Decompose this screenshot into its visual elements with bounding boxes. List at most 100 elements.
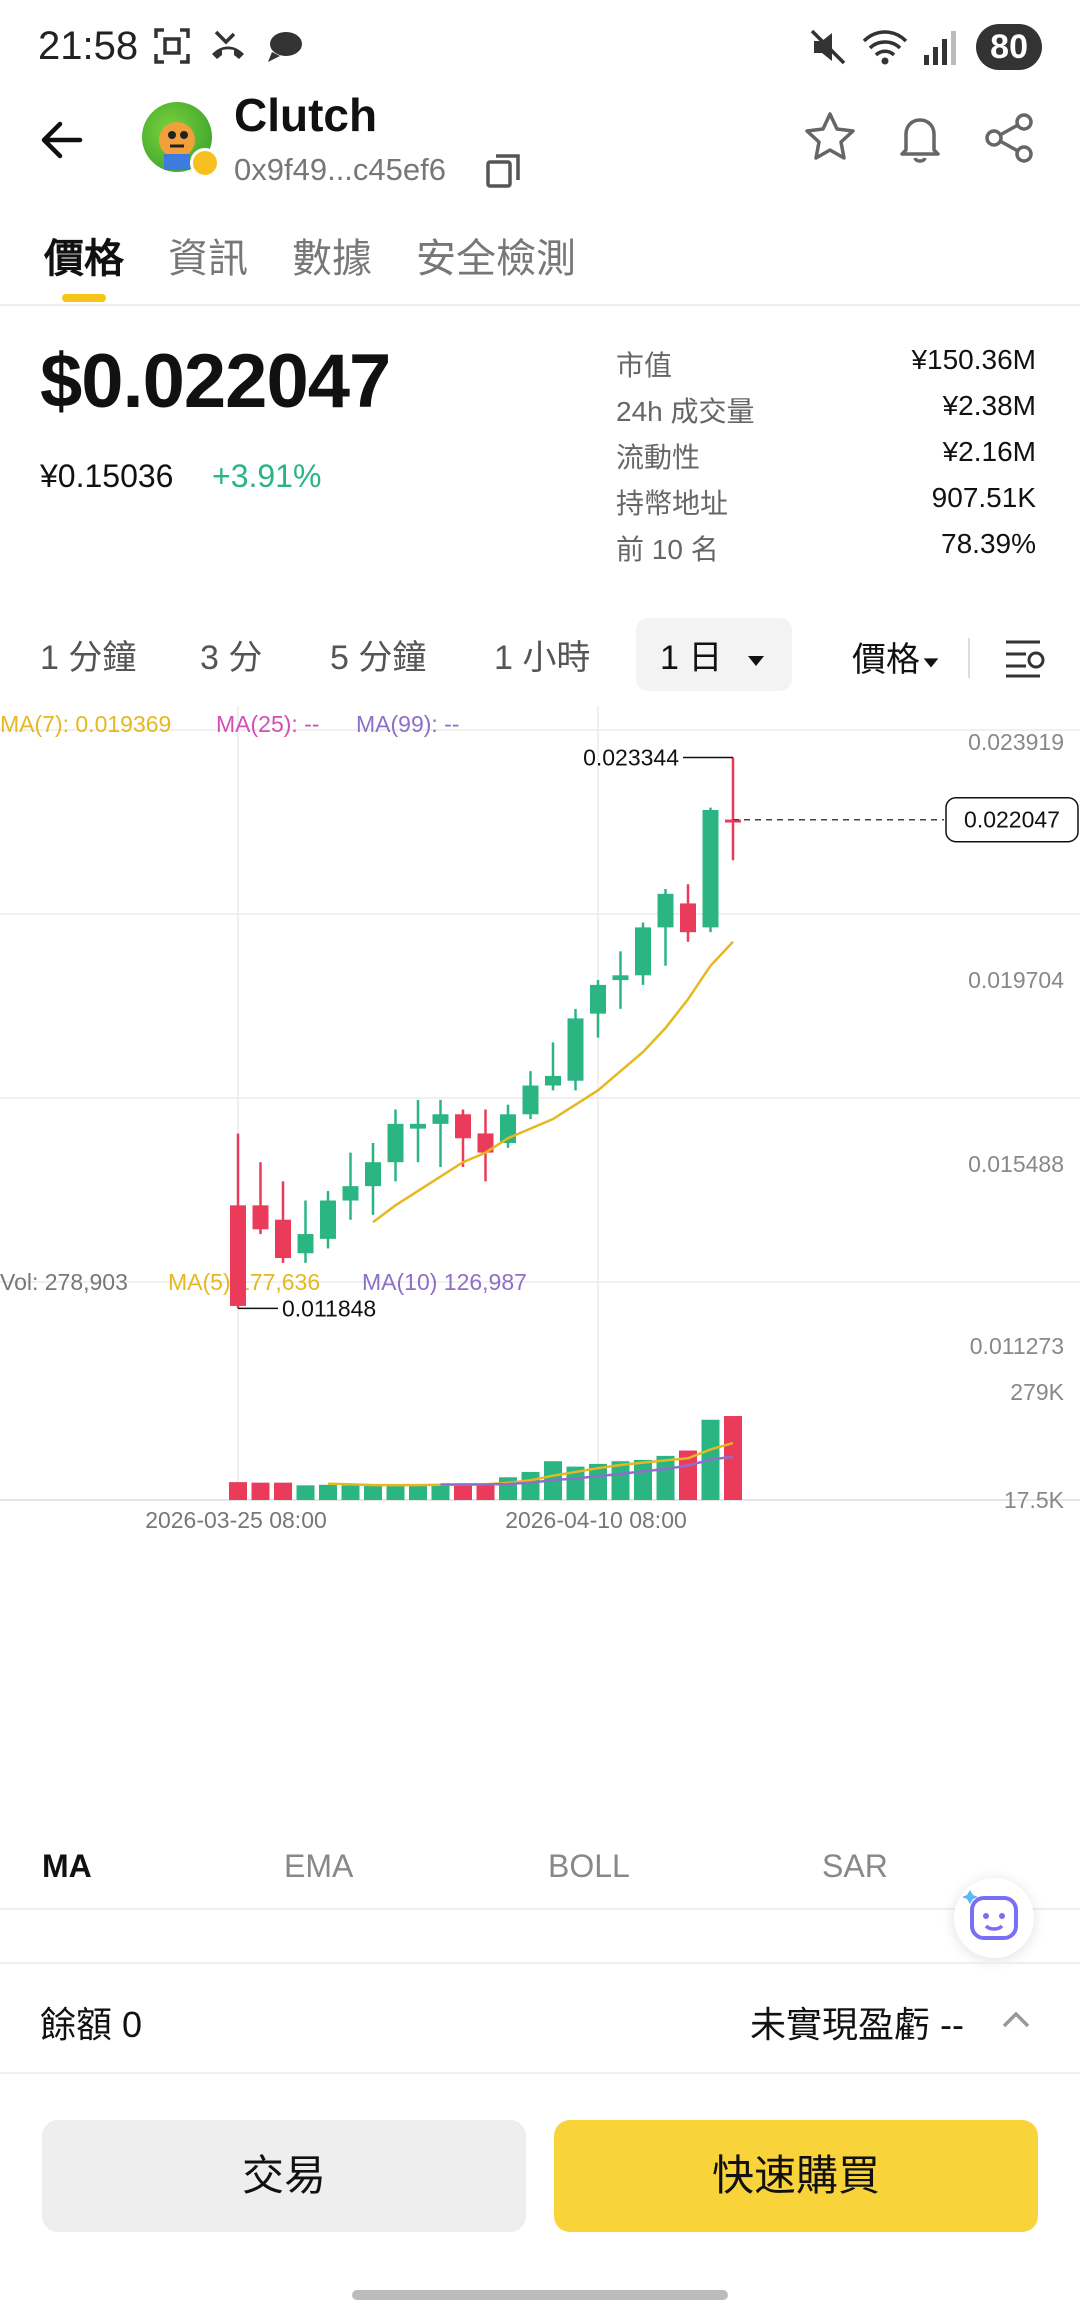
volume-bar [724,1416,742,1500]
timeframe-1m[interactable]: 1 分鐘 [40,639,137,677]
high-label: 0.023344 [583,745,679,771]
volume-bar [319,1484,337,1500]
chart-mode-select[interactable]: 價格 [852,632,942,681]
share-icon[interactable] [980,108,1040,168]
ai-assistant-button[interactable] [954,1878,1034,1958]
ma25-legend: MA(25): -- [216,711,320,737]
indicator-boll[interactable]: BOLL [548,1848,630,1884]
missed-call-icon [212,30,244,59]
contract-address[interactable]: 0x9f49...c45ef6 [234,152,446,187]
indicator-sar[interactable]: SAR [822,1848,888,1884]
status-bar: 21:58 80 [0,0,1080,96]
volume-bar [341,1485,360,1500]
quick-buy-button[interactable]: 快速購買 [554,2120,1038,2232]
bell-icon[interactable] [890,108,950,168]
timeframe-3m[interactable]: 3 分 [200,639,263,677]
volume-bar [409,1484,427,1500]
volume-bar [679,1450,697,1500]
volume-bar [364,1485,382,1500]
token-avatar [142,102,212,172]
tab-price[interactable]: 價格 [44,237,124,281]
chain-badge-icon [190,148,220,178]
indicator-ema[interactable]: EMA [284,1848,354,1884]
price-cny: ¥0.15036 [40,458,174,494]
stat-row: 前 10 名 78.39% [616,528,1036,574]
stat-value: ¥150.36M [911,344,1036,375]
candle-body [545,1075,561,1086]
vol-ma10-legend: MA(10) 126,987 [362,1269,527,1295]
tab-data[interactable]: 數據 [292,237,372,281]
indicator-ma[interactable]: MA [42,1848,92,1884]
stat-label: 持幣地址 [616,488,729,519]
home-indicator[interactable] [352,2290,728,2300]
timeframe-1h[interactable]: 1 小時 [494,639,591,677]
y-tick-label: 0.019704 [968,967,1064,993]
section-divider [0,1962,1080,1964]
low-label: 0.011848 [282,1295,376,1321]
mute-icon [810,29,846,65]
unrealized-pnl: 未實現盈虧 -- [750,2004,964,2045]
robot-face-icon [962,1890,1018,1940]
stat-label: 24h 成交量 [616,396,755,427]
section-tabs: 價格 資訊 數據 安全檢測 [0,220,1080,306]
price-chart[interactable]: MA(7): 0.019369 MA(25): -- MA(99): -- Vo… [0,706,1080,1806]
stat-label: 流動性 [616,442,701,473]
ma7-legend: MA(7): 0.019369 [0,711,171,737]
candle-body [522,1085,539,1115]
tab-info[interactable]: 資訊 [168,237,248,281]
candle-body [252,1205,269,1230]
scan-icon [154,28,190,64]
candle-body [725,819,741,823]
token-stats: 市值 ¥150.36M 24h 成交量 ¥2.38M 流動性 ¥2.16M 持幣地址 9… [616,344,1036,574]
volume-bar [431,1484,450,1500]
ma99-legend: MA(99): -- [356,711,460,737]
signal-icon [924,31,957,65]
stat-value: ¥2.16M [942,436,1036,467]
volume-bar [229,1482,247,1500]
x-tick-label: 2026-03-25 08:00 [145,1507,327,1533]
candle-body [612,975,629,981]
current-price-label: 0.022047 [964,807,1060,833]
stat-row: 24h 成交量 ¥2.38M [616,390,1036,436]
timeframe-1d[interactable]: 1 日 [636,618,792,691]
y-tick-label: 0.015488 [968,1151,1064,1177]
chart-settings-icon[interactable] [1002,634,1048,680]
candle-body [410,1123,426,1129]
toolbar-divider [968,638,970,678]
volume-bar [296,1485,315,1500]
vol-legend: Vol: 278,903 [0,1269,128,1295]
balance-label: 餘額 0 [40,2004,143,2045]
timeframe-5m[interactable]: 5 分鐘 [330,639,427,677]
candle-body [590,984,606,1014]
candle-body [230,1205,246,1306]
chevron-up-icon[interactable] [1000,2004,1032,2036]
x-tick-label: 2026-04-10 08:00 [505,1507,687,1533]
candle-body [387,1123,404,1163]
timeframe-1d-label: 1 日 [660,639,723,677]
volume-bar [566,1466,585,1500]
vol-ma10-line [440,1455,734,1486]
tab-security[interactable]: 安全檢測 [416,237,576,281]
trade-button[interactable]: 交易 [42,2120,526,2232]
candle-body [680,903,696,933]
star-icon[interactable] [800,108,860,168]
candle-body [657,893,674,928]
volume-bar [251,1482,270,1500]
ma7-line [372,940,734,1224]
timeframe-bar: 1 分鐘 3 分 5 分鐘 1 小時 1 日 價格 [0,612,1080,702]
stat-row: 市值 ¥150.36M [616,344,1036,390]
price-usd: $0.022047 [40,339,391,424]
tab-indicator [62,294,106,302]
candle-body [342,1186,359,1201]
back-arrow-icon[interactable] [36,114,88,166]
wifi-icon [862,30,908,65]
candle-body [635,927,651,976]
volume-bar [521,1471,540,1500]
stat-value: ¥2.38M [942,390,1036,421]
vol-ma5-line [327,1441,734,1487]
candle-body [320,1200,336,1239]
volume-bar [656,1455,675,1500]
copy-icon[interactable] [484,150,524,190]
volume-bar [589,1463,607,1500]
stat-label: 市值 [616,350,673,381]
